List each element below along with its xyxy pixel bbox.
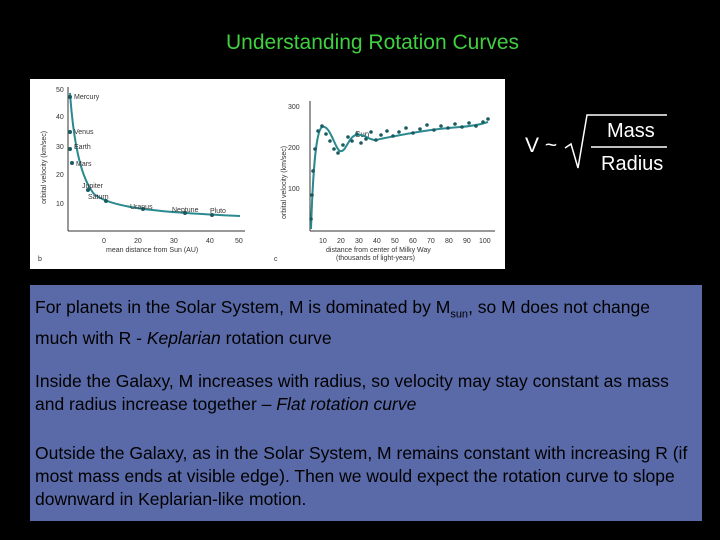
galaxy-data-points [309, 117, 490, 221]
planet-label: Neptune [172, 207, 199, 214]
planet-dot-pluto [210, 213, 214, 217]
planet-dot-saturn [104, 199, 108, 203]
flat-rotation-curve [310, 121, 489, 230]
slide-title: Understanding Rotation Curves [226, 31, 519, 54]
solar-xtick: 30 [170, 238, 178, 245]
svg-text:50: 50 [391, 238, 399, 245]
svg-text:30: 30 [355, 238, 363, 245]
solar-panel: 50 40 30 20 10 0 20 30 40 50 mean distan… [38, 87, 245, 263]
planet-dot-earth [68, 147, 72, 151]
svg-text:70: 70 [427, 238, 435, 245]
solar-xtick: 0 [102, 238, 106, 245]
solar-ylabel: orbital velocity (km/sec) [41, 131, 48, 204]
paragraph-outside-galaxy: Outside the Galaxy, as in the Solar Syst… [35, 443, 688, 509]
svg-text:10: 10 [319, 238, 327, 245]
planet-label: Earth [74, 144, 91, 151]
solar-xtick: 20 [134, 238, 142, 245]
planet-label: Saturn [88, 194, 109, 201]
rotation-curves-figure: 50 40 30 20 10 0 20 30 40 50 mean distan… [30, 79, 505, 269]
svg-text:40: 40 [373, 238, 381, 245]
galaxy-ytick: 100 [288, 186, 300, 193]
solar-xtick: 40 [206, 238, 214, 245]
svg-text:100: 100 [479, 238, 491, 245]
planet-dot-mercury [68, 95, 72, 99]
galaxy-ytick: 200 [288, 145, 300, 152]
galaxy-xlabel: distance from center of Milky Way [326, 247, 431, 254]
keplerian-curve [69, 92, 241, 217]
solar-xtick: 50 [235, 238, 243, 245]
solar-xlabel: mean distance from Sun (AU) [106, 247, 198, 254]
mass-numerator: Mass [607, 120, 655, 142]
planet-dot-jupiter [86, 188, 90, 192]
svg-text:90: 90 [463, 238, 471, 245]
galaxy-panel-label: c [274, 256, 278, 263]
planet-label: Pluto [210, 208, 226, 215]
solar-ytick: 10 [56, 201, 64, 208]
galaxy-xlabel-2: (thousands of light-years) [336, 255, 415, 262]
sqrt-sign [564, 114, 667, 169]
solar-ytick: 30 [56, 144, 64, 151]
planet-dot-venus [68, 130, 72, 134]
solar-panel-label: b [38, 256, 42, 263]
solar-ytick: 20 [56, 172, 64, 179]
planet-label: Uranus [130, 204, 153, 211]
planet-label: Venus [74, 129, 94, 136]
galaxy-ylabel: orbital velocity (km/sec) [281, 146, 288, 219]
explanation-box: For planets in the Solar System, M is do… [30, 285, 702, 521]
paragraph-solar-system: For planets in the Solar System, M is do… [35, 297, 650, 348]
galaxy-ytick: 300 [288, 104, 300, 111]
planet-label: Mars [76, 161, 92, 168]
galaxy-xticks: 10 20 30 40 50 60 70 80 90 100 [319, 238, 491, 245]
solar-ytick: 50 [56, 87, 64, 94]
galaxy-panel: 300 200 100 10 20 30 40 50 60 70 80 90 1… [274, 101, 495, 263]
velocity-symbol: V ~ [525, 134, 558, 157]
velocity-formula: V ~ Mass Radius [515, 110, 675, 180]
planet-dot-neptune [183, 211, 187, 215]
paragraph-inside-galaxy: Inside the Galaxy, M increases with radi… [35, 371, 669, 414]
solar-ytick: 40 [56, 114, 64, 121]
planet-label: Mercury [74, 94, 100, 101]
svg-text:80: 80 [445, 238, 453, 245]
planet-dot-mars [70, 161, 74, 165]
svg-text:20: 20 [337, 238, 345, 245]
planet-label: Jupiter [82, 183, 104, 190]
radius-denominator: Radius [601, 153, 664, 175]
svg-text:60: 60 [409, 238, 417, 245]
planet-dot-uranus [141, 207, 145, 211]
